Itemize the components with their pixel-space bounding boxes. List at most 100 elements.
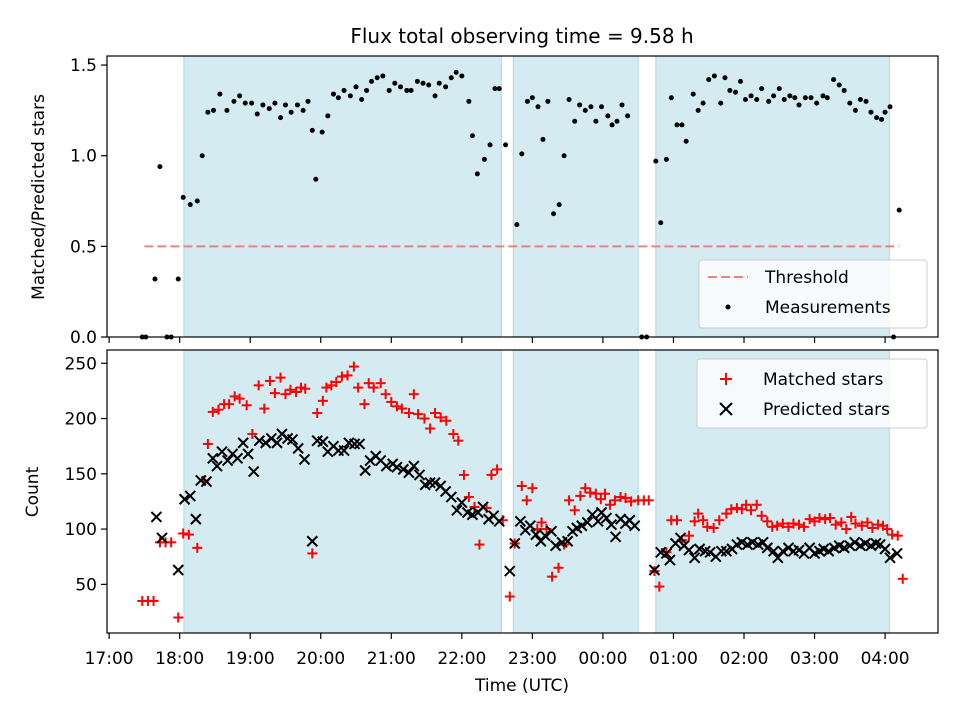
x-tick-label: 17:00 [85, 649, 134, 669]
predicted-star-point [172, 564, 184, 576]
matched-star-point [317, 395, 328, 406]
measurement-point [492, 86, 498, 92]
matched-star-point [841, 524, 852, 535]
predicted-star-point [413, 469, 426, 481]
measurement-point [605, 113, 611, 119]
count-x-ticks: 17:00 18:00 19:00 20:00 21:00 22:00 23:00 00:00… [85, 633, 910, 669]
matched-star-point [403, 408, 414, 419]
predicted-star-point [482, 513, 495, 525]
matched-star-point [820, 514, 831, 525]
matched-star-point [368, 382, 379, 393]
count-legend-box [696, 358, 928, 429]
measurements-legend-label: Measurements [765, 298, 891, 318]
predicted-star-point [380, 460, 393, 472]
ratio-y-axis-label: Matched/Predicted stars [29, 94, 49, 300]
predicted-star-point [688, 552, 701, 564]
matched-star-point [229, 391, 240, 402]
matched-star-point [375, 378, 386, 389]
measurement-point [814, 100, 820, 106]
measurement-point [211, 107, 217, 113]
measurement-point [582, 107, 588, 113]
predicted-star-point [600, 512, 613, 524]
measurement-point [335, 95, 341, 101]
predicted-star-point [306, 535, 318, 547]
predicted-star-point [549, 539, 562, 552]
x-tick-label: 01:00 [649, 649, 698, 669]
measurement-point [459, 73, 465, 79]
predicted-star-point [793, 544, 805, 556]
measurement-point [330, 91, 336, 97]
matched-star-point [259, 403, 270, 414]
y-tick-label: 200 [65, 410, 97, 430]
measurement-point [882, 109, 888, 115]
matched-star-point [547, 571, 558, 582]
measurement-point [529, 95, 535, 101]
measurement-point [874, 115, 880, 121]
measurement-point [863, 98, 869, 104]
matched-star-point [380, 389, 391, 400]
measurement-point [663, 156, 669, 162]
measurement-point [408, 87, 414, 93]
predicted-star-point [211, 460, 223, 472]
measurement-point [503, 142, 509, 148]
y-tick-label: 1.0 [70, 147, 97, 167]
predicted-star-point [424, 476, 436, 489]
matched-star-point [867, 522, 878, 533]
measurement-point [787, 93, 793, 99]
matched-star-point [708, 522, 719, 533]
measurement-point [561, 153, 567, 159]
matched-star-point [430, 408, 441, 419]
measurement-point [679, 122, 685, 128]
predicted-star-point [178, 493, 191, 505]
predicted-star-point [359, 464, 371, 477]
matched-star-point [359, 399, 370, 410]
measurement-point [369, 78, 375, 84]
matched-star-point [689, 516, 700, 527]
predicted-star-point [524, 520, 536, 532]
predicted-star-point [286, 433, 299, 446]
measurement-point [766, 98, 772, 104]
x-tick-label: 19:00 [226, 649, 275, 669]
matched-star-point [564, 495, 575, 506]
matched-star-point [202, 438, 213, 449]
matched-star-point [585, 487, 596, 498]
measurement-point [625, 113, 631, 119]
measurement-point [341, 87, 347, 93]
measurement-point [593, 118, 599, 124]
matched-star-point [595, 494, 606, 505]
measurement-point [609, 122, 615, 128]
predicted-star-point [445, 491, 457, 503]
predicted-star-point [493, 515, 505, 528]
measurement-point [619, 102, 625, 108]
matched-star-point [600, 488, 611, 499]
predicted-legend-label: Predicted stars [763, 400, 890, 420]
count-points [137, 361, 908, 623]
measurement-point [514, 222, 520, 228]
predicted-star-point [761, 542, 773, 554]
measurement-point [194, 198, 200, 204]
matched-star-point [521, 495, 532, 506]
observing-window-1 [183, 349, 502, 634]
predicted-star-point [530, 528, 542, 541]
measurement-point [180, 194, 186, 200]
predicted-star-point [429, 476, 441, 489]
matched-star-point [353, 382, 364, 393]
measurement-point [487, 142, 493, 148]
x-tick-label: 20:00 [296, 649, 345, 669]
matched-star-point [408, 389, 419, 400]
count-y-axis-label: Count [23, 466, 43, 517]
matched-star-point [173, 612, 184, 623]
matched-star-point [756, 510, 767, 521]
matched-star-point [683, 530, 694, 541]
measurement-point [706, 77, 712, 83]
matched-star-point [620, 493, 631, 504]
measurement-point [443, 84, 449, 90]
matched-star-point [419, 413, 430, 424]
predicted-star-point [849, 536, 861, 549]
predicted-star-point [648, 564, 661, 576]
measurement-point [759, 86, 765, 92]
measurement-point [288, 109, 294, 115]
matched-star-point [425, 423, 436, 434]
matched-star-point [253, 380, 264, 391]
predicted-star-point [891, 547, 903, 560]
